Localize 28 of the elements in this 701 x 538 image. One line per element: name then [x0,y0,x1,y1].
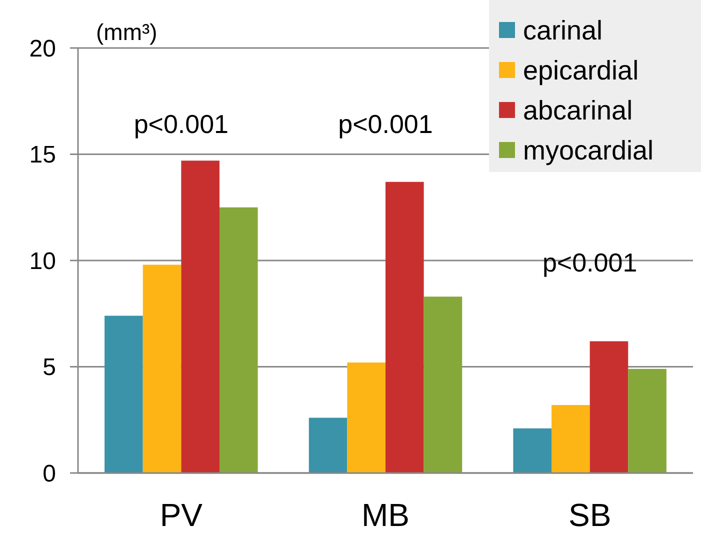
bar [347,362,386,473]
bar [628,368,666,473]
annotation: p<0.001 [338,109,433,139]
legend-label: myocardial [523,135,654,166]
legend-label: epicardial [523,55,639,86]
legend-label: carinal [523,15,603,46]
y-tick-label: 10 [29,248,56,275]
bar [142,264,182,473]
bar [308,418,348,473]
y-tick-label: 15 [29,142,56,169]
bar [590,341,628,473]
y-tick-label: 0 [42,460,56,488]
legend-label: abcarinal [523,95,633,126]
x-tick-label: MB [362,497,410,533]
bar [219,207,258,473]
x-tick-label: SB [568,497,612,533]
x-tick-label: PV [160,497,204,533]
bar [513,428,552,473]
y-axis-title: (mm³) [96,19,158,45]
bar [424,296,462,473]
y-tick-label: 5 [42,354,56,382]
bar [181,160,220,473]
y-tick-label: 20 [29,35,56,62]
bar [104,316,143,473]
bar [552,405,590,473]
annotation: p<0.001 [134,109,229,139]
annotation: p<0.001 [542,247,638,278]
bar [386,182,424,473]
